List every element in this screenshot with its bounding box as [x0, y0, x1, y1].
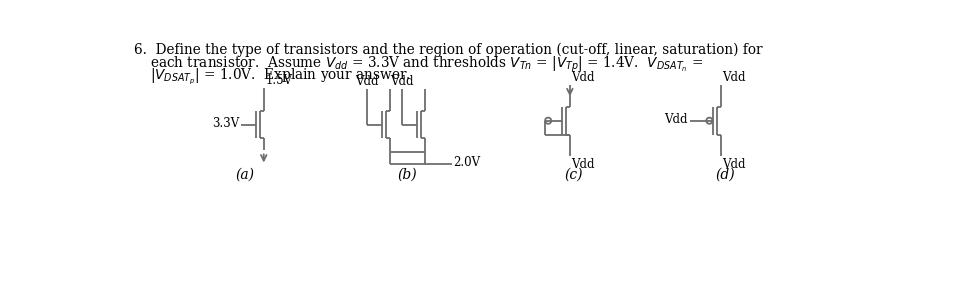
Text: (d): (d) [716, 168, 735, 182]
Text: 3.3V: 3.3V [212, 116, 239, 130]
Text: Vdd: Vdd [355, 75, 378, 88]
Text: Vdd: Vdd [571, 158, 595, 171]
Text: 6.  Define the type of transistors and the region of operation (cut-off, linear,: 6. Define the type of transistors and th… [134, 42, 763, 57]
Text: Vdd: Vdd [722, 158, 746, 171]
Text: |$V_{DSAT_p}$| = 1.0V.  Explain your answer.: |$V_{DSAT_p}$| = 1.0V. Explain your answ… [150, 67, 410, 86]
Text: 2.0V: 2.0V [454, 156, 481, 169]
Text: 1.5V: 1.5V [265, 74, 293, 87]
Text: Vdd: Vdd [722, 71, 746, 84]
Text: (c): (c) [564, 168, 583, 182]
Text: Vdd: Vdd [664, 113, 688, 126]
Text: Vdd: Vdd [571, 71, 595, 84]
Text: (b): (b) [398, 168, 417, 182]
Text: each transistor.  Assume $V_{dd}$ = 3.3V and thresholds $V_{Tn}$ = |$V_{Tp}$| = : each transistor. Assume $V_{dd}$ = 3.3V … [150, 55, 703, 74]
Text: Vdd: Vdd [390, 75, 413, 88]
Text: (a): (a) [235, 168, 254, 182]
